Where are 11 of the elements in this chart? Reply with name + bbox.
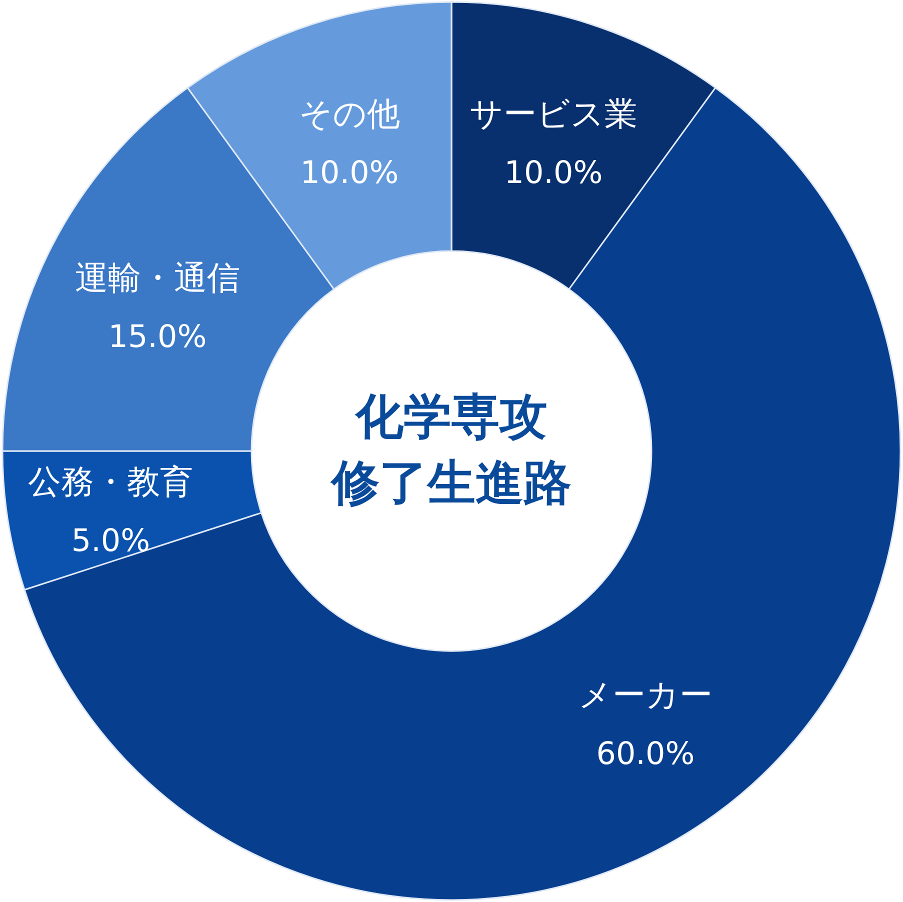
slice-label: 公務・教育 (28, 462, 194, 501)
slice-label: 運輸・通信 (74, 258, 240, 298)
data-label: 10.0% (300, 155, 399, 192)
text: 化学専攻修了生進路 (330, 389, 572, 511)
slice-label: メーカー (578, 674, 712, 714)
data-label: 10.0% (504, 155, 603, 192)
data-label: 60.0% (596, 736, 695, 772)
data-label: 15.0% (108, 319, 207, 356)
slice-label: サービス業 (469, 94, 638, 134)
data-label: 5.0% (71, 522, 150, 559)
slice-label: その他 (299, 94, 400, 134)
